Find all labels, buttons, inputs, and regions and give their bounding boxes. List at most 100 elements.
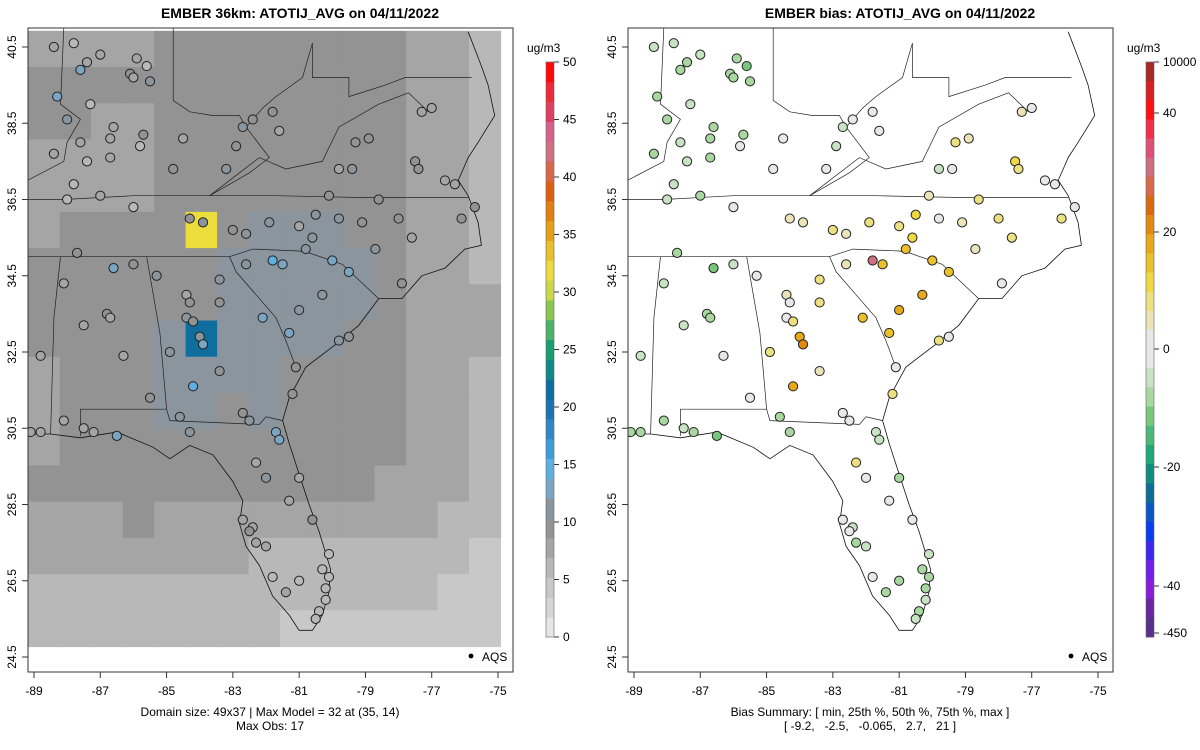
grid-cell (122, 429, 155, 467)
station-point (728, 202, 739, 213)
station-point (168, 163, 179, 175)
colorbar-swatch (546, 339, 554, 360)
station-point (320, 583, 331, 594)
station-point (993, 213, 1004, 224)
grid-cell (154, 392, 187, 430)
grid-cell (122, 465, 155, 503)
grid-cell (59, 537, 92, 575)
grid-cell (374, 356, 407, 394)
grid-cell (437, 429, 470, 467)
state-border (772, 28, 870, 197)
right-panel-title: EMBER bias: ATOTIJ_AVG on 04/11/2022 (764, 5, 1036, 21)
station-point (1016, 106, 1027, 117)
station-point (78, 320, 89, 331)
grid-cell (217, 67, 250, 104)
station-point (860, 541, 872, 552)
grid-cell (311, 429, 344, 467)
model-panel: AQS -89 -87 -85 -83 -81 -79 -77 -75 40.5 38.5 36.5 3… (5, 27, 577, 698)
colorbar-tick-label: -450 (1163, 626, 1187, 640)
station-point (317, 564, 328, 575)
station-point (294, 304, 305, 316)
station-point (635, 350, 646, 361)
station-point (174, 411, 185, 422)
grid-cell (311, 30, 344, 68)
grid-cell (374, 537, 407, 575)
station-point (250, 457, 262, 468)
station-point (648, 148, 659, 159)
colorbar-swatch (1146, 521, 1154, 542)
colorbar-swatch (546, 498, 554, 519)
x-tick-label: -87 (92, 684, 110, 698)
station-point (1006, 232, 1017, 243)
colorbar-swatch (546, 220, 554, 241)
station-point (244, 415, 255, 426)
station-point (333, 335, 345, 346)
station-point (294, 575, 305, 586)
station-point (837, 121, 848, 133)
station-point (184, 297, 195, 308)
colorbar-swatch (546, 260, 554, 281)
x-tick-label: -77 (1023, 684, 1041, 698)
bias-panel: AQS -89 -87 -85 -83 -81 -79 -77 -75 40.5 38.5 36.5 3… (605, 27, 1197, 698)
grid-cell (437, 501, 470, 539)
grid-cell (28, 356, 61, 394)
grid-cell (217, 610, 250, 648)
colorbar-swatch (546, 180, 554, 202)
station-point (267, 571, 278, 583)
station-point (648, 41, 659, 53)
station-point (144, 76, 156, 87)
station-point (197, 217, 209, 228)
grid-cell (280, 284, 313, 322)
state-border (680, 256, 767, 436)
colorbar-swatch (1146, 100, 1154, 120)
station-point (416, 106, 427, 117)
grid-cell (122, 610, 155, 648)
colorbar-swatch (1146, 62, 1154, 82)
y-tick-label: 28.5 (605, 492, 619, 516)
station-point (923, 571, 935, 583)
colorbar-swatch (546, 478, 554, 499)
station-point (685, 99, 696, 110)
station-point (1069, 202, 1080, 213)
grid-cell (28, 392, 61, 430)
state-border (245, 43, 313, 128)
grid-cell (154, 356, 187, 394)
grid-cell (91, 30, 124, 68)
station-point (284, 495, 295, 506)
y-tick-label: 24.5 (605, 645, 619, 669)
y-tick-label: 32.5 (605, 340, 619, 364)
station-point (628, 426, 636, 438)
station-point (350, 137, 361, 148)
grid-cell (217, 537, 250, 575)
station-point (850, 457, 862, 468)
station-point (323, 548, 335, 560)
station-point (108, 121, 119, 133)
grid-cell (311, 248, 344, 285)
grid-cell (154, 537, 187, 575)
station-point (227, 224, 238, 236)
colorbar-swatch (1146, 579, 1154, 600)
state-border (766, 409, 883, 425)
grid-cell (469, 103, 502, 141)
colorbar-swatch (546, 101, 554, 122)
station-point (363, 133, 374, 144)
grid-cell (280, 429, 313, 467)
grid-cell (343, 211, 376, 249)
grid-cell (406, 610, 439, 648)
station-point (847, 114, 858, 125)
state-border (628, 28, 681, 181)
grid-cell (122, 574, 155, 611)
grid-cell (343, 356, 376, 394)
station-point (778, 133, 789, 144)
grid-cell (280, 465, 313, 503)
legend-label: AQS (482, 650, 507, 664)
grid-cell (437, 139, 470, 177)
station-point (678, 423, 689, 434)
station-point (668, 38, 679, 49)
station-point (652, 91, 663, 102)
station-point (343, 266, 354, 278)
grid-cell (280, 103, 313, 141)
station-point (662, 114, 673, 125)
station-point (413, 163, 424, 175)
station-point (307, 232, 318, 243)
